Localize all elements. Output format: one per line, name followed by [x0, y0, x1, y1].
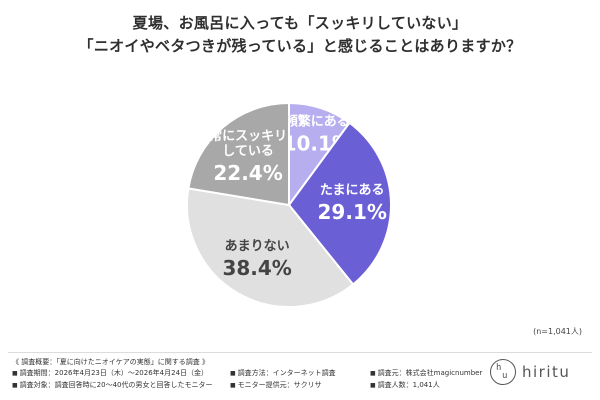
sample-size-note: (n=1,041人) [533, 327, 582, 336]
slice-label-3-line-0: 常にスッキリ [209, 128, 287, 144]
logo-text: hiritu [522, 363, 571, 381]
footer-heading: 《 調査概要：「夏に向けたニオイケアの実態」に関する調査 》 [12, 358, 209, 366]
chart-title: 夏場、お風呂に入っても「スッキリしていない」 「ニオイやベタつきが残っている」と… [0, 12, 600, 58]
footer-provider: モニター提供元：サクリサ [230, 380, 322, 390]
slice-label-2: あまりない [225, 239, 290, 254]
chart-title-line-1: 夏場、お風呂に入っても「スッキリしていない」 [132, 14, 468, 32]
survey-footer: 《 調査概要：「夏に向けたニオイケアの実態」に関する調査 》 調査期間：2026… [8, 352, 592, 395]
slice-label-0: 頻繁にある [285, 114, 350, 130]
slice-value-1: 29.1% [318, 200, 387, 224]
pie-slice-2 [186, 187, 355, 308]
chart-title-line-2: 「ニオイやベタつきが残っている」と感じることはありますか？ [78, 37, 522, 55]
pie-slice-3 [187, 101, 290, 207]
slice-label-1: たまにある [320, 183, 385, 198]
footer-period: 調査期間：2026年4月23日（木）～2026年4月24日（金） [12, 368, 208, 378]
hiritu-logo: h u hiritu [490, 357, 600, 391]
footer-method: 調査方法：インターネット調査 [230, 368, 336, 378]
slice-value-2: 38.4% [222, 256, 291, 280]
footer-count: 調査人数：1,041人 [370, 380, 440, 390]
logo-mark-icon: h u [490, 359, 516, 385]
slice-label-3-line-1: している [222, 144, 274, 159]
footer-target: 調査対象：調査回答時に20～40代の男女と回答したモニター [12, 380, 213, 390]
footer-source: 調査元：株式会社magicnumber [370, 368, 483, 378]
slice-value-3: 22.4% [213, 161, 282, 185]
pie-slice-1 [287, 121, 392, 286]
